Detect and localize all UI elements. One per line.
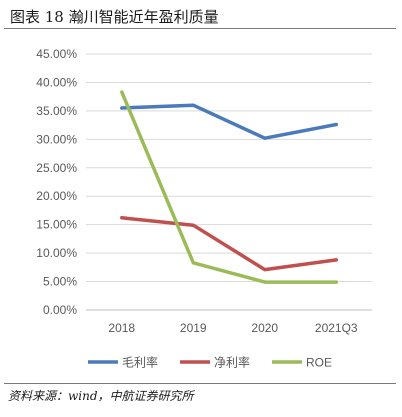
legend-label: 净利率 <box>214 355 250 370</box>
y-tick-label: 45.00% <box>36 47 77 61</box>
y-tick-label: 0.00% <box>43 303 77 317</box>
x-tick-label: 2018 <box>108 321 135 335</box>
legend-label: 毛利率 <box>122 355 158 370</box>
y-tick-label: 40.00% <box>36 75 77 89</box>
source-divider <box>4 383 396 384</box>
x-tick-label: 2020 <box>251 321 278 335</box>
title-divider <box>4 28 396 29</box>
y-tick-label: 20.00% <box>36 189 77 203</box>
x-tick-label: 2021Q3 <box>315 321 358 335</box>
legend-label: ROE <box>306 356 332 370</box>
x-tick-label: 2019 <box>180 321 207 335</box>
series-line <box>120 216 339 272</box>
y-tick-label: 10.00% <box>36 246 77 260</box>
y-tick-label: 30.00% <box>36 132 77 146</box>
line-chart: 0.00% 5.00% 10.00% 15.00% 20.00% 25.00% 30.00%… <box>36 47 372 370</box>
y-tick-label: 15.00% <box>36 218 77 232</box>
series-line <box>120 90 339 284</box>
y-tick-label: 5.00% <box>43 275 77 289</box>
chart-title: 图表 18 瀚川智能近年盈利质量 <box>10 8 219 26</box>
source-note: 资料来源：wind，中航证券研究所 <box>8 389 194 403</box>
series-line <box>120 103 339 140</box>
y-tick-label: 35.00% <box>36 104 77 118</box>
y-tick-label: 25.00% <box>36 161 77 175</box>
